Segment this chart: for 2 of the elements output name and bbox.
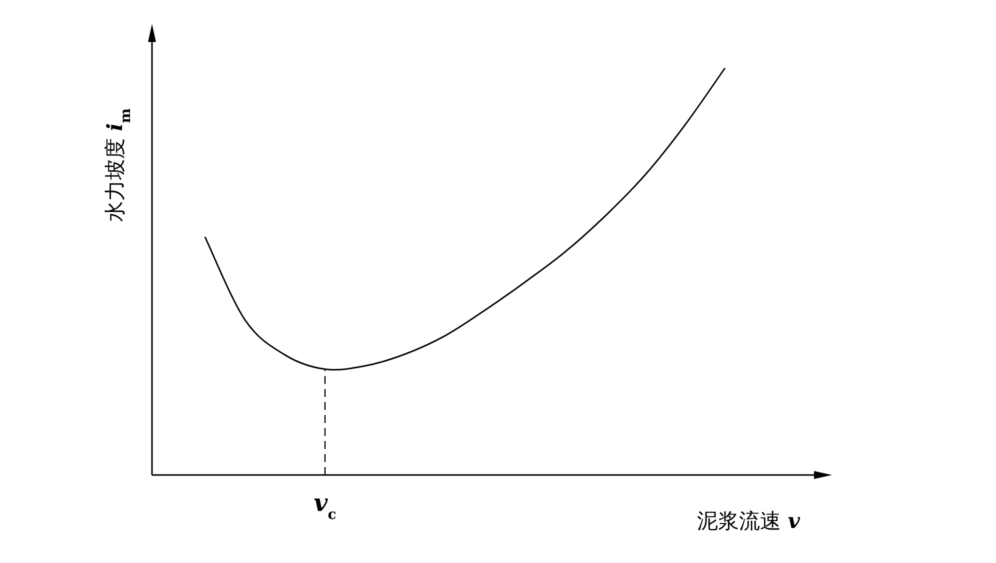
x-axis-title: 泥浆流速 v xyxy=(697,508,801,533)
text: v$_{c}$ xyxy=(314,488,336,523)
